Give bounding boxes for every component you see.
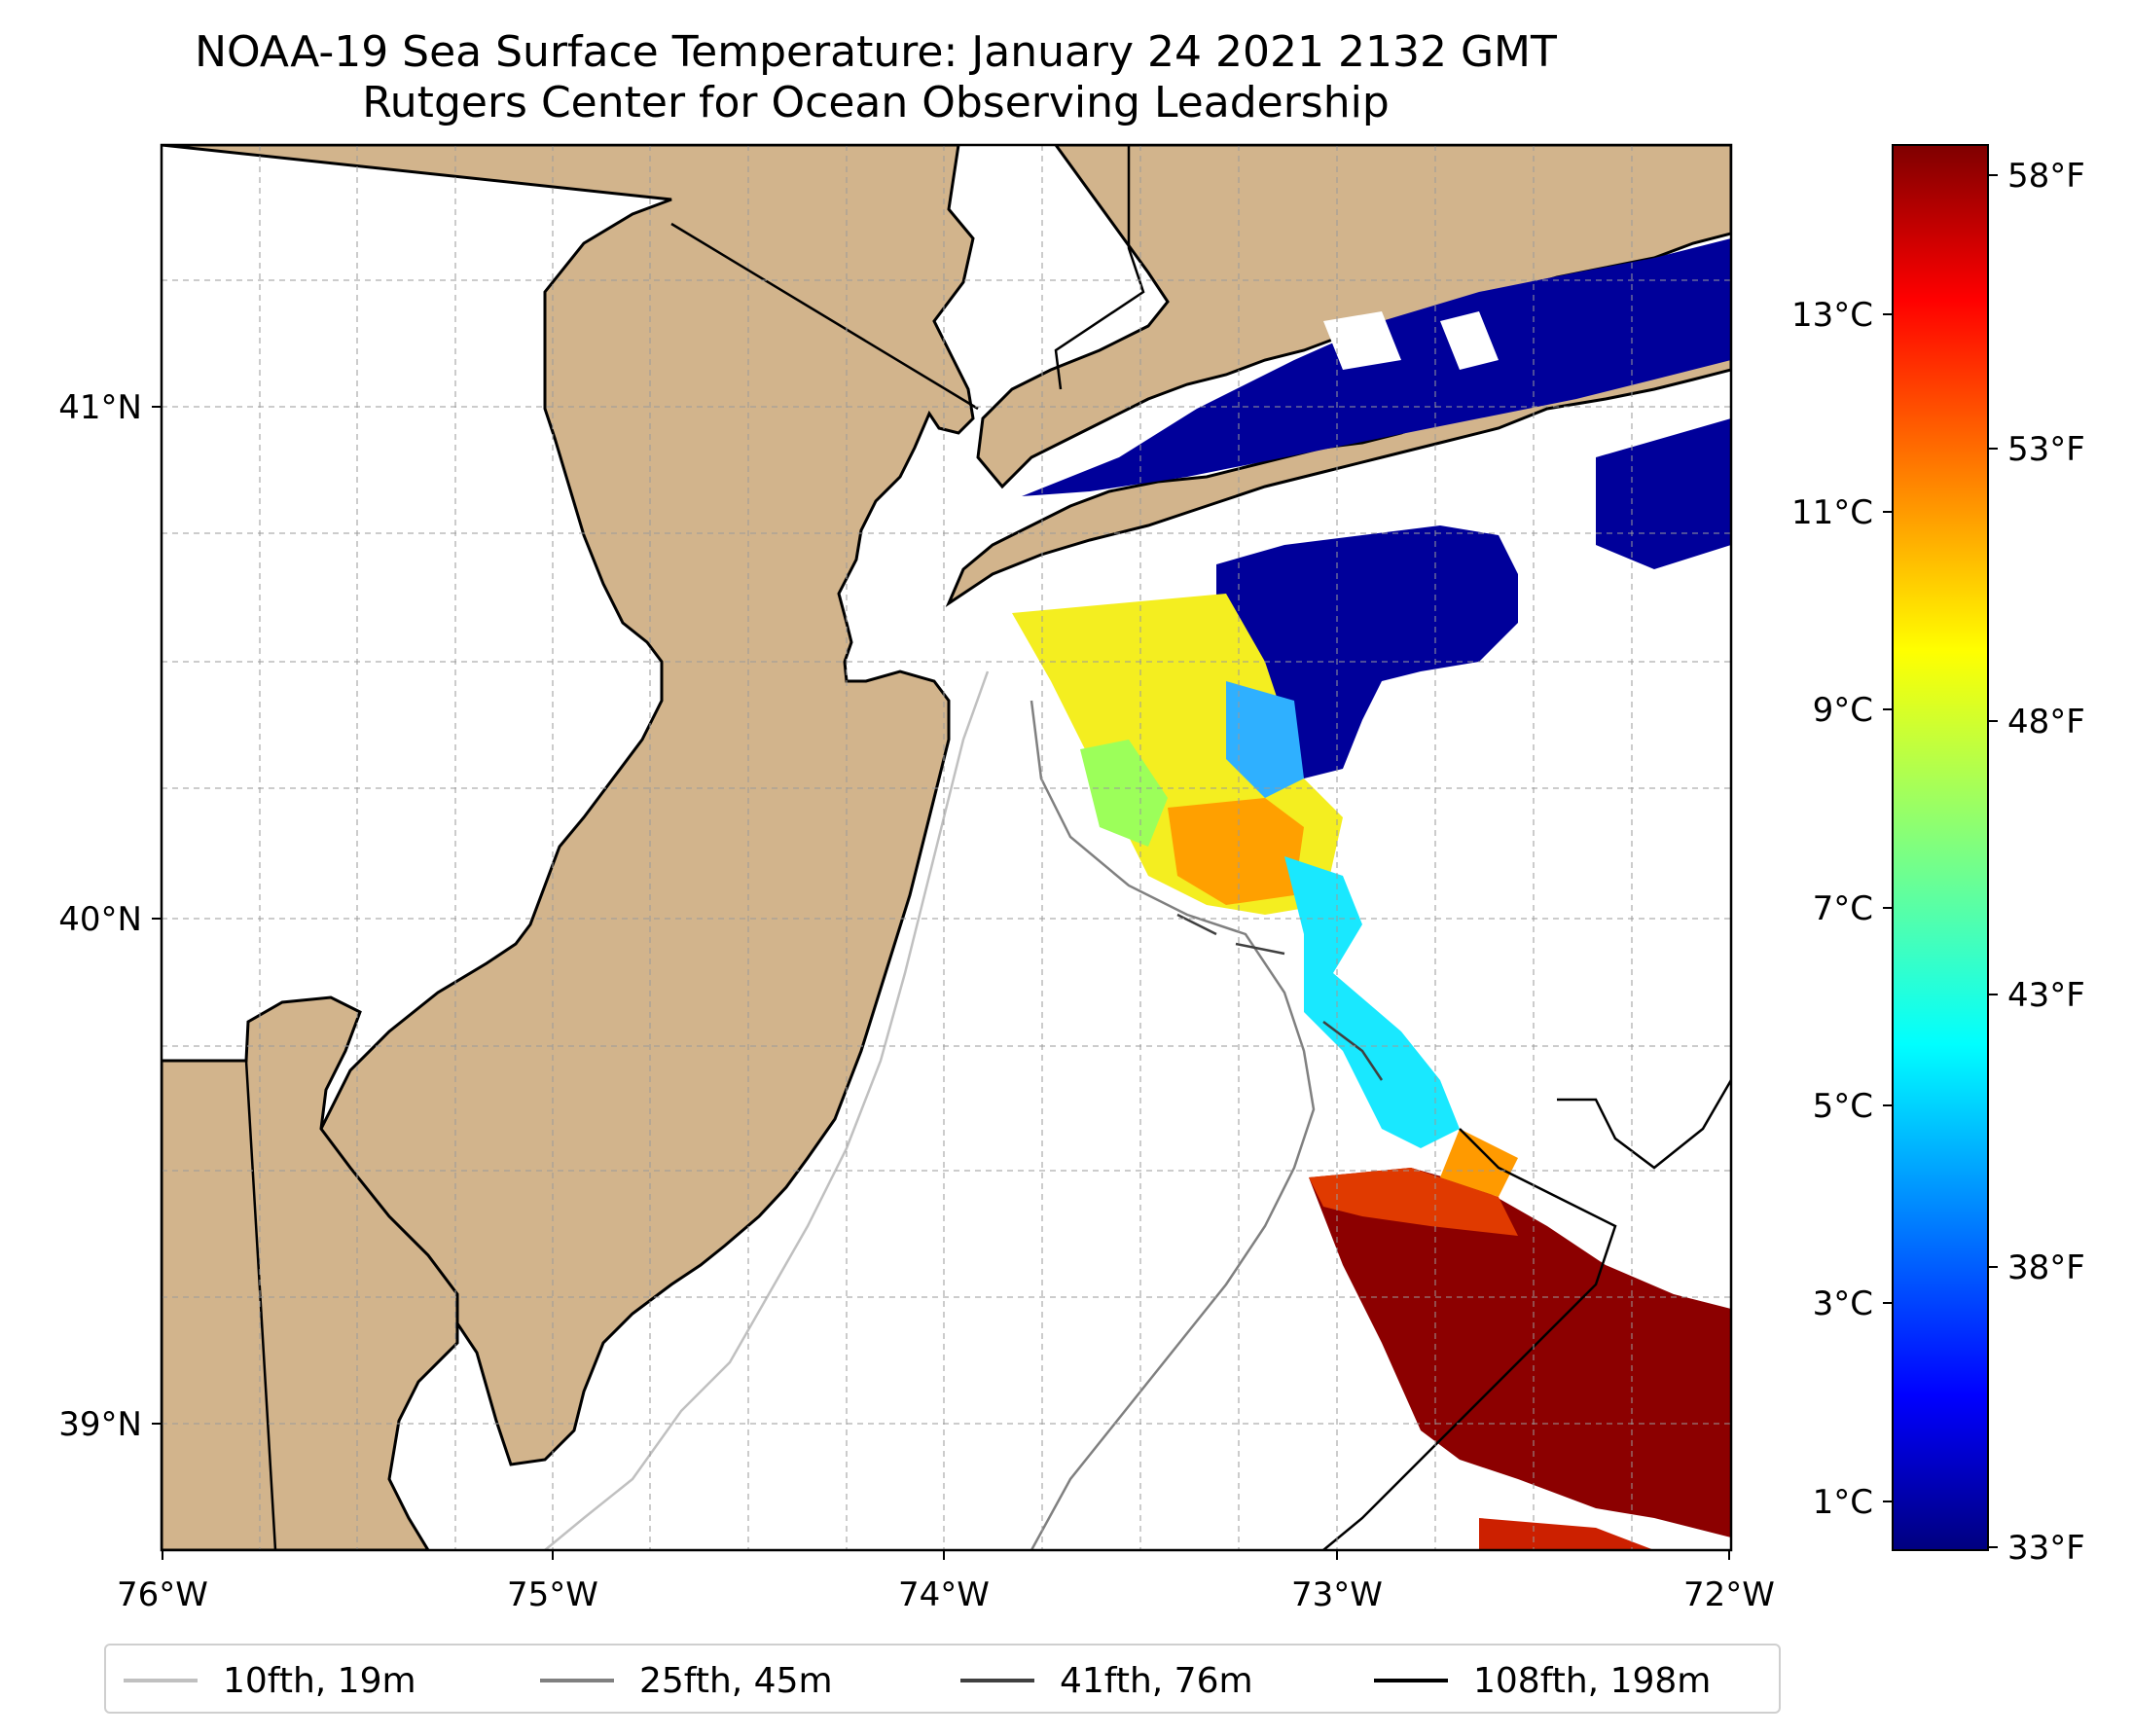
isobath-76m	[1176, 913, 1384, 1081]
colorbar-celsius-ticks	[1883, 313, 1893, 1502]
colorbar-celsius-label: 13°C	[1791, 296, 1873, 335]
state-border	[162, 145, 1145, 1550]
legend-swatch	[960, 1679, 1034, 1682]
legend-item: 10fth, 19m	[124, 1646, 416, 1716]
colorbar-fahrenheit-label: 43°F	[2007, 976, 2085, 1015]
land-delaware	[162, 995, 459, 1550]
legend-swatch	[124, 1679, 198, 1682]
land-mainland	[162, 145, 975, 1466]
x-tick-label: 76°W	[117, 1575, 208, 1614]
legend-label: 108fth, 198m	[1473, 1660, 1712, 1701]
colorbar-fahrenheit-label: 53°F	[2007, 430, 2085, 469]
x-tick-label: 73°W	[1291, 1575, 1383, 1614]
axis-ticks	[152, 406, 1730, 1560]
colorbar-celsius-label: 7°C	[1813, 889, 1873, 928]
x-tick-label: 74°W	[898, 1575, 990, 1614]
chart-title: NOAA-19 Sea Surface Temperature: January…	[195, 27, 1557, 77]
isobath-45m	[1030, 700, 1316, 1550]
colorbar-fahrenheit-label: 58°F	[2007, 157, 2085, 196]
isobath-198m	[1322, 1128, 1617, 1550]
legend-item: 25fth, 45m	[540, 1646, 833, 1716]
legend-item: 108fth, 198m	[1374, 1646, 1711, 1716]
x-tick-label: 75°W	[507, 1575, 598, 1614]
colorbar-celsius-label: 3°C	[1813, 1284, 1873, 1323]
colorbar-fahrenheit-ticks	[1988, 174, 1998, 1548]
map-content	[162, 145, 1731, 1550]
y-tick-label: 40°N	[58, 900, 142, 939]
legend-label: 41fth, 76m	[1060, 1660, 1253, 1701]
colorbar-celsius-label: 5°C	[1813, 1087, 1873, 1126]
map-frame	[160, 143, 1733, 1552]
y-tick-label: 39°N	[58, 1405, 142, 1444]
chart-subtitle: Rutgers Center for Ocean Observing Leade…	[362, 78, 1390, 127]
isobath-19m	[544, 670, 990, 1550]
legend-swatch	[1374, 1679, 1448, 1682]
gridlines	[162, 145, 1731, 1550]
legend-label: 25fth, 45m	[639, 1660, 833, 1701]
colorbar-fahrenheit-label: 33°F	[2007, 1529, 2085, 1568]
colorbar-celsius-label: 9°C	[1813, 691, 1873, 730]
legend-label: 10fth, 19m	[223, 1660, 416, 1701]
x-tick-label: 72°W	[1683, 1575, 1775, 1614]
legend-item: 41fth, 76m	[960, 1646, 1253, 1716]
colorbar	[1892, 144, 1989, 1551]
y-tick-label: 41°N	[58, 388, 142, 427]
colorbar-celsius-label: 11°C	[1791, 493, 1873, 532]
legend: 10fth, 19m 25fth, 45m 41fth, 76m 108fth,…	[104, 1644, 1781, 1714]
isobaths	[544, 670, 1731, 1550]
colorbar-fahrenheit-label: 38°F	[2007, 1248, 2085, 1287]
legend-swatch	[540, 1679, 614, 1682]
sst-data	[1012, 238, 1731, 1550]
colorbar-fahrenheit-label: 48°F	[2007, 703, 2085, 741]
colorbar-celsius-label: 1°C	[1813, 1483, 1873, 1522]
